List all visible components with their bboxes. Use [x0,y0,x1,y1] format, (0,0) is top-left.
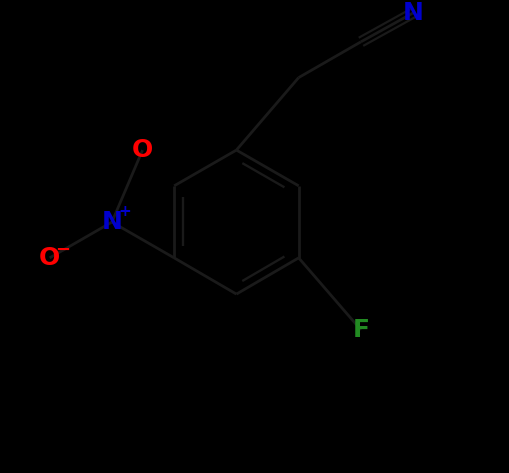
Text: −: − [55,240,70,259]
Text: N: N [101,210,122,234]
Text: N: N [402,1,422,25]
Text: +: + [118,204,131,219]
Text: O: O [132,138,153,162]
Text: O: O [39,246,60,270]
Text: F: F [352,318,369,342]
